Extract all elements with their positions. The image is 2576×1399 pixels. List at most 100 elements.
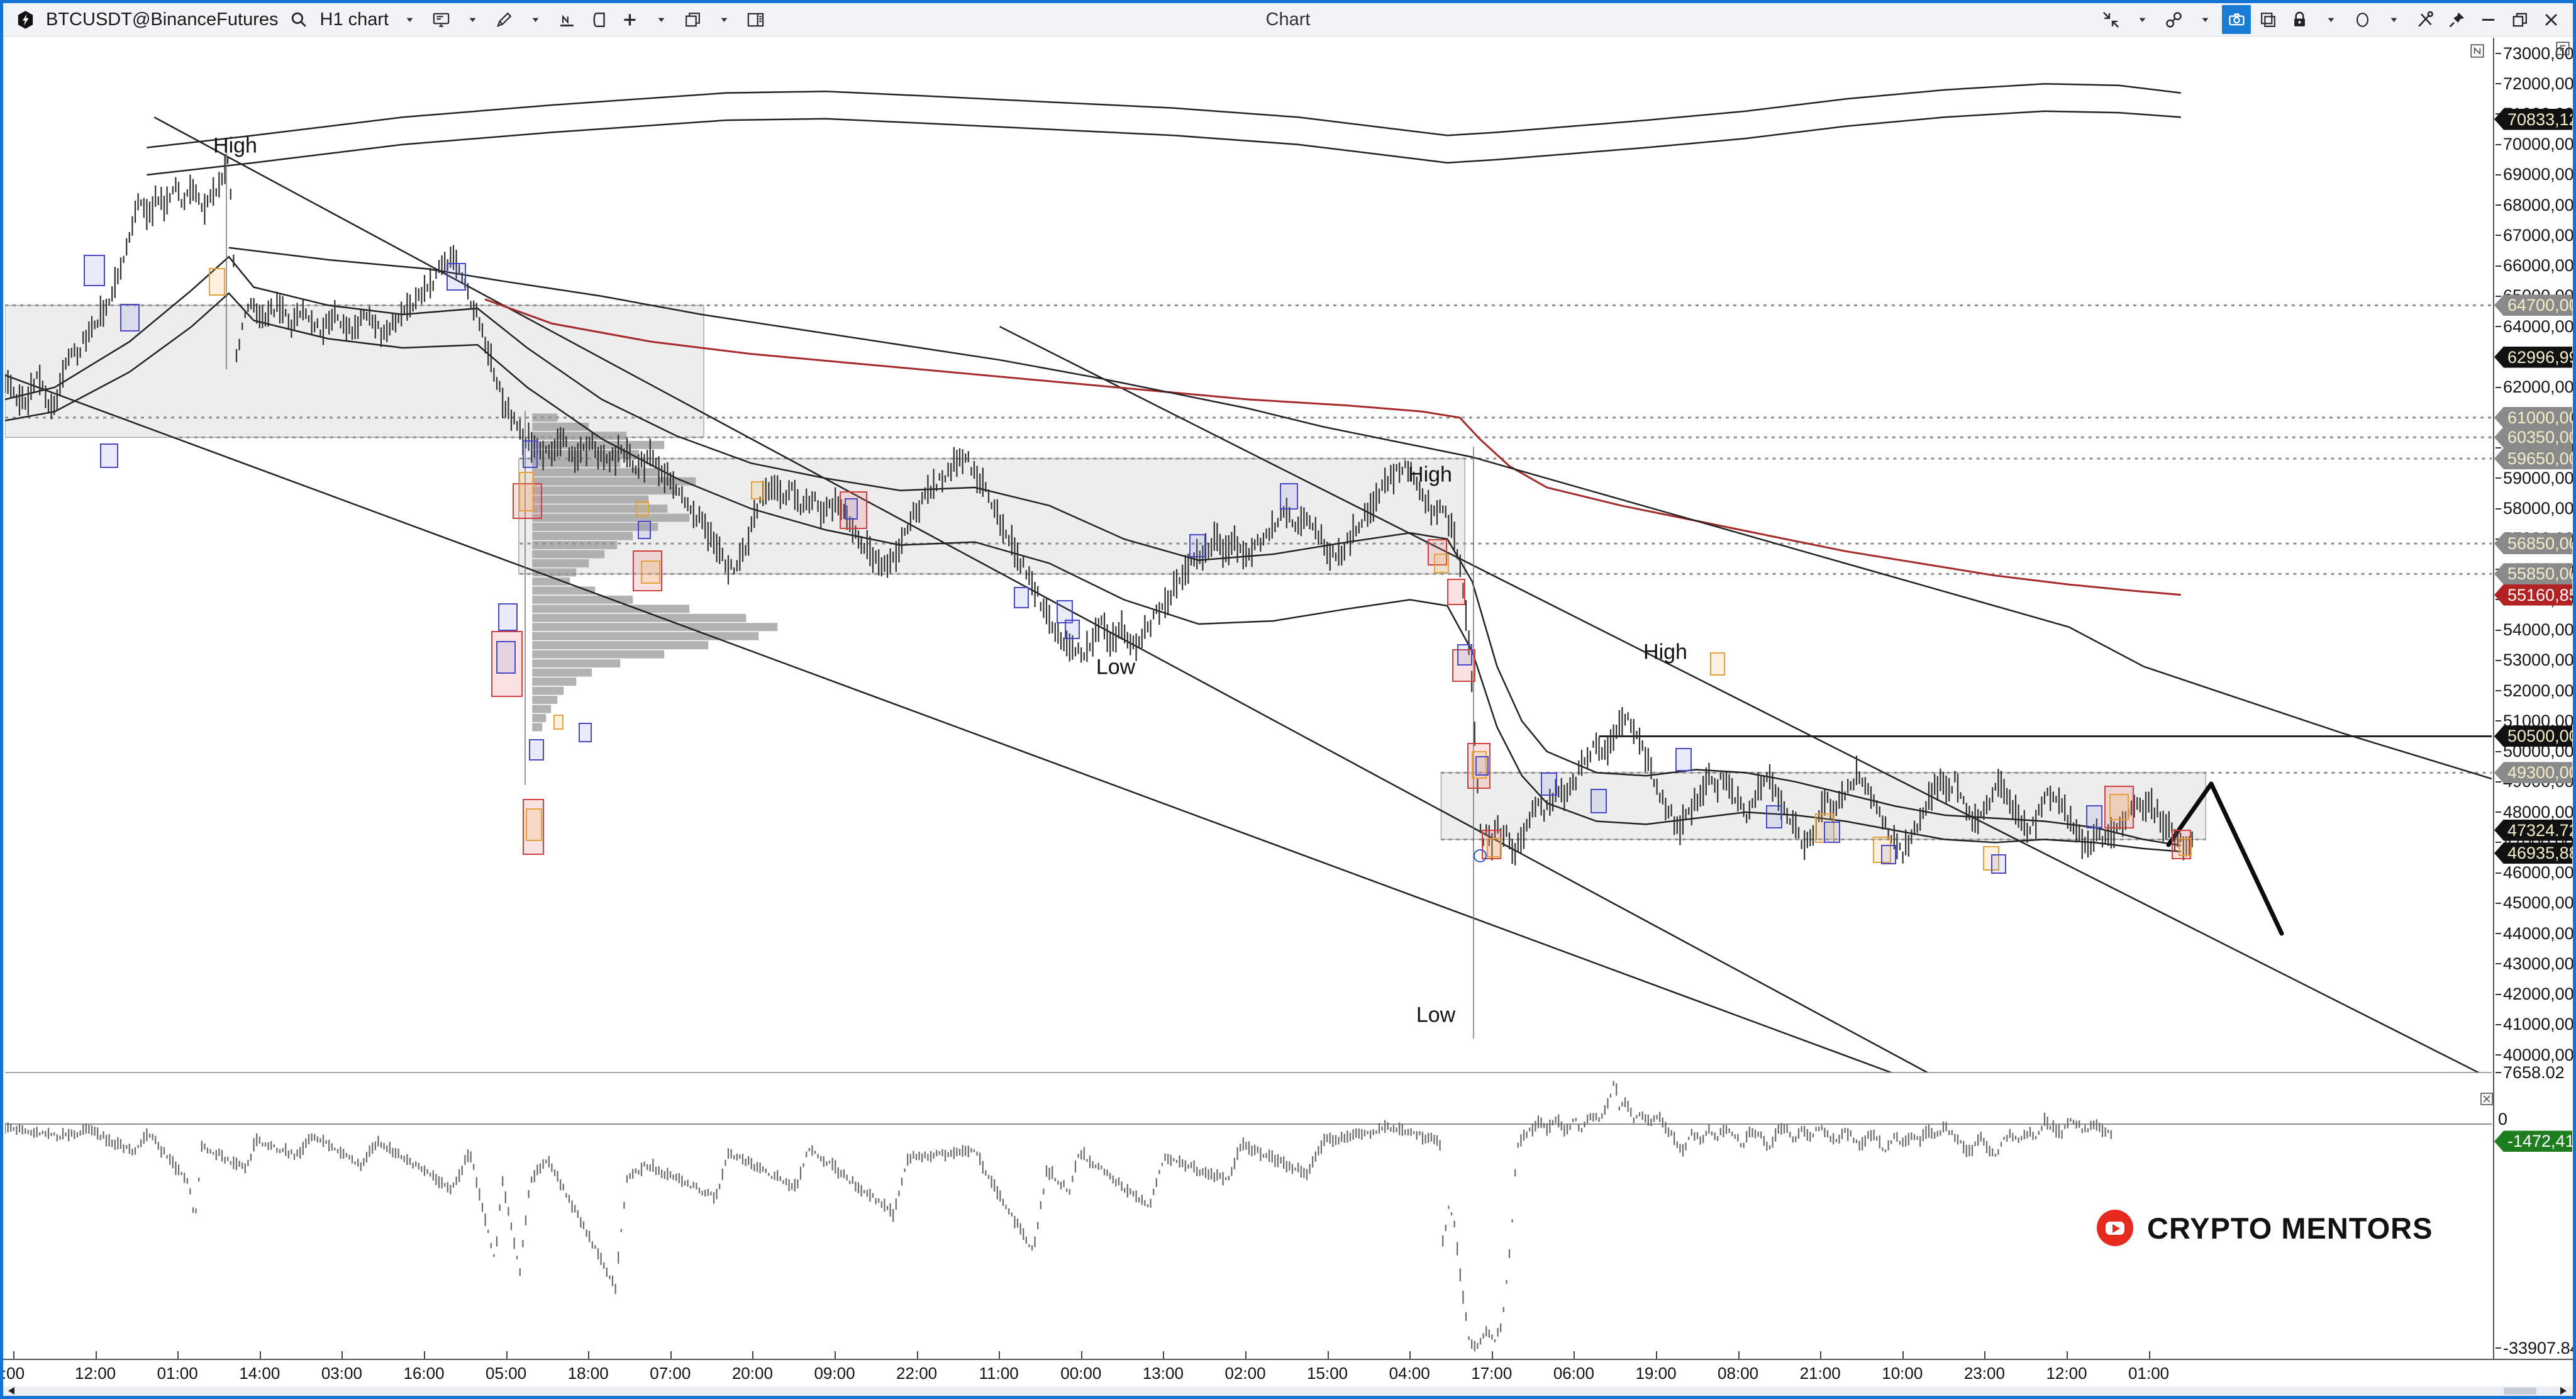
signal-box[interactable] [1474,849,1487,862]
signal-box[interactable] [1991,854,2006,874]
signal-box[interactable] [120,304,140,332]
signal-box[interactable] [1472,751,1487,779]
price-label-64700,00[interactable]: 64700,00 [2494,294,2572,316]
link-caret-icon[interactable] [2190,5,2219,34]
signal-box[interactable] [633,550,662,591]
signal-box[interactable] [1881,845,1896,864]
ellipse-tool-icon[interactable] [2348,5,2377,34]
restore-icon[interactable] [2505,5,2534,34]
signal-box[interactable] [498,603,518,631]
signal-box[interactable] [641,560,660,584]
signal-box[interactable] [2109,794,2129,820]
copy-frames-icon[interactable] [2253,5,2282,34]
price-label-59650,00[interactable]: 59650,00 [2494,448,2572,470]
price-label-61000,00[interactable]: 61000,00 [2494,406,2572,428]
price-label-50500,00[interactable]: 50500,00 [2494,725,2572,747]
price-label-55160,85[interactable]: 55160,85 [2494,584,2572,606]
duplicate-pages-icon[interactable] [678,5,707,34]
signal-box[interactable] [1447,579,1465,605]
signal-box[interactable] [579,723,592,742]
signal-box[interactable] [1824,822,1840,843]
chart-shortcut-n-icon[interactable] [2469,43,2485,59]
panel-layout-icon[interactable] [741,5,770,34]
signal-box[interactable] [2172,830,2191,859]
signal-box[interactable] [519,472,534,511]
signal-box[interactable] [638,521,651,539]
price-label-62996,99[interactable]: 62996,99 [2494,346,2572,368]
price-label-47324.72[interactable]: 47324.72 [2494,819,2572,841]
draw-pencil-icon[interactable] [489,5,518,34]
price-label-49300,00[interactable]: 49300,00 [2494,762,2572,784]
price-label-56850,00[interactable]: 56850,00 [2494,533,2572,555]
price-label-60350,00[interactable]: 60350,00 [2494,426,2572,449]
chart-study-icon[interactable] [552,5,581,34]
signal-box[interactable] [209,268,225,296]
signal-box[interactable] [1675,748,1692,771]
signal-box[interactable] [1457,644,1472,666]
monitor-icon[interactable] [426,5,455,34]
signal-box[interactable] [845,498,858,520]
pages-caret-icon[interactable] [709,5,738,34]
annotation-low[interactable]: Low [1096,655,1136,679]
signal-box[interactable] [1541,772,1557,796]
plus-caret-icon[interactable] [647,5,675,34]
signal-box[interactable] [1189,534,1206,557]
monitor-caret-icon[interactable] [458,5,487,34]
signal-box[interactable] [1014,587,1029,608]
minimize-icon[interactable] [2473,5,2502,34]
signal-box[interactable] [1057,600,1073,623]
signal-box[interactable] [840,491,867,529]
trendline[interactable] [5,374,2492,1295]
signal-box[interactable] [1591,789,1607,813]
price-label-55850,00[interactable]: 55850,00 [2494,563,2572,585]
scroll-right-arrow-icon[interactable] [2560,1387,2567,1395]
subchart-close-icon[interactable] [2479,1091,2494,1106]
chart-plot-area[interactable] [5,38,2492,1362]
shrink-caret-icon[interactable] [2128,5,2157,34]
camera-screenshot-icon[interactable] [2222,5,2251,34]
trendline[interactable] [999,326,2492,1079]
projection-arrow[interactable] [2166,781,2284,936]
search-icon[interactable] [285,5,314,34]
annotation-high[interactable]: High [1408,462,1452,487]
signal-box[interactable] [1766,805,1782,828]
signal-box[interactable] [553,715,564,730]
pencil-caret-icon[interactable] [521,5,550,34]
signal-box[interactable] [636,501,649,516]
signal-box[interactable] [1710,652,1725,676]
signal-box[interactable] [84,255,105,286]
signal-box[interactable] [100,443,118,468]
add-plus-icon[interactable] [615,5,644,34]
signal-box[interactable] [2179,838,2192,856]
lock-icon[interactable] [2285,5,2314,34]
close-icon[interactable] [2536,5,2565,34]
shrink-arrows-icon[interactable] [2096,5,2125,34]
link-icon[interactable] [2159,5,2188,34]
horizontal-scrollbar[interactable] [3,1386,2573,1396]
supply-demand-zone[interactable] [1440,772,2207,840]
timeframe-label[interactable]: H1 chart [319,9,389,30]
trendline[interactable] [153,116,2492,1359]
signal-box[interactable] [751,481,764,499]
lock-caret-icon[interactable] [2316,5,2345,34]
signal-box[interactable] [2086,805,2102,828]
signal-box[interactable] [1280,483,1298,510]
price-label-46935,88[interactable]: 46935,88 [2494,842,2572,864]
scrollbar-thumb[interactable] [2504,1388,2536,1395]
signal-box[interactable] [1434,554,1449,573]
signal-box[interactable] [447,263,466,291]
signal-box[interactable] [1065,620,1080,639]
delta-label[interactable]: -1472,41 [2494,1130,2572,1152]
signal-box[interactable] [513,483,542,519]
annotation-high[interactable]: High [213,133,257,158]
tools-icon[interactable] [2411,5,2440,34]
pin-icon[interactable] [2442,5,2471,34]
signal-box[interactable] [2104,786,2134,828]
signal-box[interactable] [496,641,516,674]
signal-box[interactable] [1467,743,1491,789]
signal-box[interactable] [1487,838,1502,857]
price-label-70833,12[interactable]: 70833,12 [2494,108,2572,130]
signal-box[interactable] [1475,756,1489,776]
signal-box[interactable] [523,440,538,468]
annotation-low[interactable]: Low [1416,1003,1456,1027]
